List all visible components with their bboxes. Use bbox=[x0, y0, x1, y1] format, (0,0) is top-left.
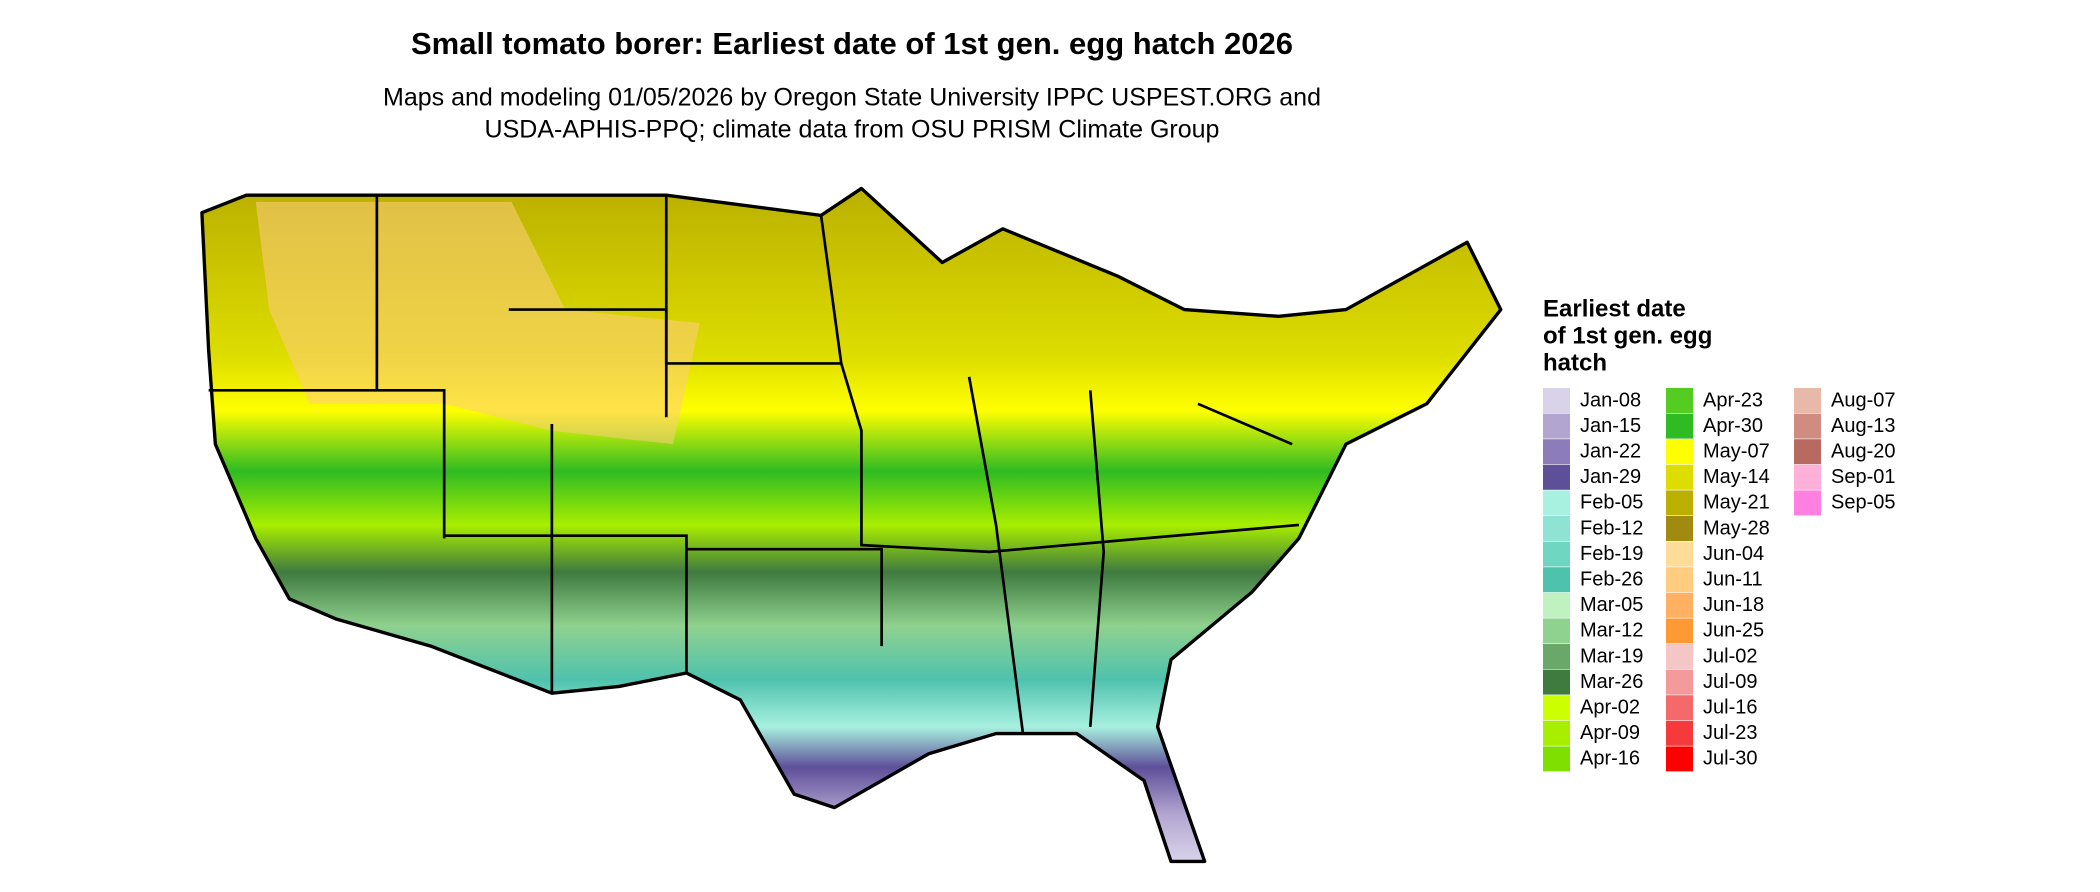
legend-swatch bbox=[1794, 413, 1821, 439]
legend-swatch bbox=[1543, 516, 1570, 541]
legend-swatch bbox=[1794, 439, 1821, 465]
legend-label: Mar-05 bbox=[1580, 594, 1643, 616]
legend-swatch bbox=[1666, 464, 1693, 490]
legend-swatch bbox=[1794, 464, 1821, 490]
legend-label: Feb-05 bbox=[1580, 492, 1643, 514]
legend-label: Aug-13 bbox=[1831, 415, 1896, 437]
legend-label: Jun-11 bbox=[1703, 568, 1763, 590]
legend-swatch bbox=[1543, 746, 1570, 772]
us-map bbox=[200, 186, 1503, 864]
legend-swatch bbox=[1666, 413, 1693, 439]
legend-swatch bbox=[1543, 490, 1570, 516]
legend-swatch bbox=[1666, 644, 1693, 669]
legend-swatch bbox=[1543, 720, 1570, 746]
legend-swatch bbox=[1543, 464, 1570, 490]
legend-label: Jul-02 bbox=[1703, 645, 1757, 667]
legend-label: Jan-22 bbox=[1580, 440, 1641, 462]
legend-swatch bbox=[1543, 644, 1570, 669]
legend-label: Apr-23 bbox=[1703, 389, 1763, 411]
state-borders bbox=[208, 195, 1300, 734]
legend-label: Jul-09 bbox=[1703, 671, 1757, 693]
legend-swatch bbox=[1666, 669, 1693, 695]
legend-label: Apr-09 bbox=[1580, 722, 1640, 744]
legend-swatch bbox=[1794, 490, 1821, 516]
legend-swatch bbox=[1666, 567, 1693, 593]
legend-swatch bbox=[1794, 388, 1821, 413]
legend-label: Jan-29 bbox=[1580, 466, 1641, 488]
legend-label: Jul-30 bbox=[1703, 748, 1757, 770]
legend-label: Mar-12 bbox=[1580, 620, 1643, 642]
legend-swatch bbox=[1543, 439, 1570, 465]
legend-label: May-07 bbox=[1703, 440, 1770, 462]
legend-swatch bbox=[1666, 592, 1693, 618]
legend-label: May-28 bbox=[1703, 517, 1770, 539]
legend-label: Feb-12 bbox=[1580, 517, 1643, 539]
map-subtitle: Maps and modeling 01/05/2026 by Oregon S… bbox=[383, 84, 1321, 112]
map-subtitle: USDA-APHIS-PPQ; climate data from OSU PR… bbox=[485, 116, 1220, 144]
map-title: Small tomato borer: Earliest date of 1st… bbox=[411, 26, 1293, 61]
legend-swatch bbox=[1666, 720, 1693, 746]
legend-label: Aug-20 bbox=[1831, 440, 1896, 462]
legend-label: Jun-18 bbox=[1703, 594, 1764, 616]
legend-swatch bbox=[1666, 746, 1693, 772]
legend-swatch bbox=[1543, 567, 1570, 593]
legend-label: Apr-02 bbox=[1580, 696, 1640, 718]
legend-swatch bbox=[1666, 695, 1693, 721]
legend-swatch bbox=[1666, 516, 1693, 541]
legend-label: Jul-23 bbox=[1703, 722, 1757, 744]
legend-label: Jan-15 bbox=[1580, 415, 1641, 437]
legend-label: Jan-08 bbox=[1580, 389, 1641, 411]
legend-label: Mar-26 bbox=[1580, 671, 1643, 693]
legend-swatch bbox=[1666, 618, 1693, 644]
legend-swatch bbox=[1543, 695, 1570, 721]
legend-label: Feb-19 bbox=[1580, 543, 1643, 565]
legend-title: of 1st gen. egg bbox=[1543, 322, 1712, 349]
legend-label: Jun-25 bbox=[1703, 620, 1764, 642]
legend-label: Sep-01 bbox=[1831, 466, 1896, 488]
legend-label: May-14 bbox=[1703, 466, 1770, 488]
legend-label: Feb-26 bbox=[1580, 568, 1643, 590]
legend-swatch bbox=[1543, 413, 1570, 439]
legend-label: Aug-07 bbox=[1831, 389, 1896, 411]
legend-swatch bbox=[1666, 490, 1693, 516]
legend-swatch bbox=[1666, 541, 1693, 567]
legend-swatch bbox=[1543, 388, 1570, 413]
legend-swatch bbox=[1543, 592, 1570, 618]
legend-swatch bbox=[1543, 618, 1570, 644]
legend-label: Sep-05 bbox=[1831, 492, 1896, 514]
legend-label: Jul-16 bbox=[1703, 696, 1757, 718]
legend-swatch bbox=[1543, 669, 1570, 695]
legend-label: May-21 bbox=[1703, 492, 1770, 514]
legend-label: Mar-19 bbox=[1580, 645, 1643, 667]
legend-swatch bbox=[1543, 541, 1570, 567]
legend-label: Apr-30 bbox=[1703, 415, 1763, 437]
legend-label: Apr-16 bbox=[1580, 748, 1640, 770]
legend-title: hatch bbox=[1543, 349, 1607, 376]
legend-title: Earliest date bbox=[1543, 295, 1686, 322]
legend-swatch bbox=[1666, 439, 1693, 465]
legend-swatch bbox=[1666, 388, 1693, 413]
legend-label: Jun-04 bbox=[1703, 543, 1764, 565]
western-highlands bbox=[255, 201, 700, 445]
